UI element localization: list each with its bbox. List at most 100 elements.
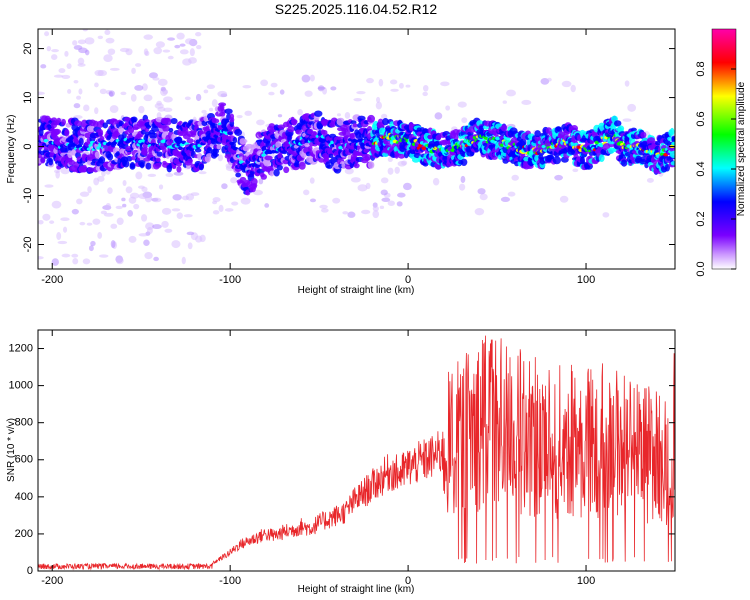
spectrogram-noise-blob [309,74,315,82]
spectrogram-noise-blob [167,37,175,41]
spectrogram-noise-blob [134,85,144,91]
spectrogram-band-blob [669,150,675,159]
spectrogram-band-blob [264,155,273,161]
spectrogram-noise-blob [380,177,389,184]
spectrogram-band-blob [500,124,508,132]
spectrogram-noise-blob [217,154,224,162]
spectrogram-noise-blob [79,191,90,197]
spectrogram-noise-blob [353,97,362,102]
spectrogram-noise-blob [397,192,406,198]
spectrogram-noise-blob [44,31,50,37]
spectrogram-noise-blob [76,198,83,205]
spectrogram-band-blob [318,158,325,163]
spectrogram-band-blob [141,147,150,154]
spectrogram-band-blob [534,130,541,138]
spectrogram-noise-blob [87,186,92,194]
spectrogram-noise-blob [506,89,517,97]
spectrogram-noise-blob [153,47,163,55]
spectrogram-band-blob [291,119,297,126]
spectrogram-noise-blob [163,96,173,103]
spectrogram-noise-blob [78,47,88,54]
spectrogram-noise-blob [92,218,101,225]
colorbar-tick-label: 0.8 [695,61,707,76]
spectrogram-band-blob [307,145,313,152]
spectrogram-noise-blob [387,167,394,175]
spectrogram-noise-blob [130,94,137,102]
snr-x-tick-label: -200 [41,575,63,587]
spectrogram-band-blob [298,161,306,170]
spectrogram-band-blob [182,127,189,134]
spectrogram-noise-blob [105,202,111,211]
spectrogram-noise-blob [53,74,64,78]
spectrogram-noise-blob [143,94,153,102]
spectrogram-band-blob [273,168,280,177]
spectrogram-noise-blob [115,257,124,265]
spectrogram-band-blob [216,144,222,150]
spectrogram-noise-blob [164,228,173,233]
spectrogram-noise-blob [135,171,143,180]
spectrogram-band-blob [138,160,147,168]
spectrogram-noise-blob [158,184,164,190]
spectrogram-band-blob [175,136,183,145]
spectrogram-noise-blob [445,105,451,111]
spectrogram-core-blob [178,146,184,151]
spectrogram-band-blob [287,134,292,143]
spectrogram-noise-blob [188,57,197,64]
spectrogram-band-blob [620,159,628,167]
spectrogram-band-blob [94,151,100,159]
spectrogram-noise-blob [500,196,511,203]
spectrogram-band-blob [367,161,375,169]
spectrogram-noise-blob [357,184,368,192]
spectrogram-noise-blob [264,203,270,208]
spectrogram-band-blob [304,142,310,148]
spectrogram-noise-blob [82,29,88,32]
spectrogram-noise-blob [51,258,59,266]
snr-y-tick-label: 600 [15,454,33,466]
spectrogram-band-blob [206,147,213,155]
spectrogram-noise-blob [82,258,91,265]
spectrogram-y-tick-label: -20 [22,237,34,253]
spectrogram-core-blob [338,145,344,150]
spectrogram-band-blob [552,156,561,165]
spectrogram-band-blob [176,166,182,173]
spectrogram-noise-blob [258,178,264,185]
spectrogram-noise-blob [396,201,403,207]
spectrogram-noise-blob [242,85,252,89]
spectrogram-band-blob [498,131,506,136]
spectrogram-noise-blob [66,63,72,70]
spectrogram-noise-blob [381,113,388,120]
spectrogram-noise-blob [146,226,153,235]
spectrogram-noise-blob [189,48,195,57]
spectrogram-band-blob [276,164,283,171]
spectrogram-noise-blob [375,101,383,110]
spectrogram-noise-blob [342,211,349,215]
spectrogram-noise-blob [79,221,86,226]
spectrogram-noise-blob [521,99,532,106]
snr-y-axis-label: SNR (10 * v/v) [6,418,17,482]
spectrogram-band-blob [262,159,272,165]
spectrogram-noise-blob [152,224,162,230]
spectrogram-noise-blob [179,43,186,47]
spectrogram-noise-blob [270,82,278,88]
spectrogram-band-blob [523,156,530,162]
spectrogram-noise-blob [97,35,104,40]
spectrogram-noise-blob [212,210,220,215]
spectrogram-noise-blob [128,235,137,243]
spectrogram-band-blob [328,153,334,159]
spectrogram-noise-blob [440,81,450,87]
spectrogram-noise-blob [387,156,393,163]
spectrogram-x-tick-label: 0 [405,274,411,286]
spectrogram-noise-blob [44,184,54,188]
spectrogram-marks [38,29,675,266]
spectrogram-noise-blob [511,174,519,181]
spectrogram-noise-blob [260,79,269,87]
spectrogram-band-blob [219,103,225,112]
snr-y-tick-label: 1000 [9,380,33,392]
spectrogram-noise-blob [195,93,202,102]
spectrogram-noise-blob [559,195,569,203]
spectrogram-y-tick-label: 20 [22,42,34,54]
figure-title: S225.2025.116.04.52.R12 [275,1,438,17]
spectrogram-band-blob [664,164,671,172]
spectrogram-noise-blob [103,212,114,217]
spectrogram-noise-blob [624,80,630,87]
